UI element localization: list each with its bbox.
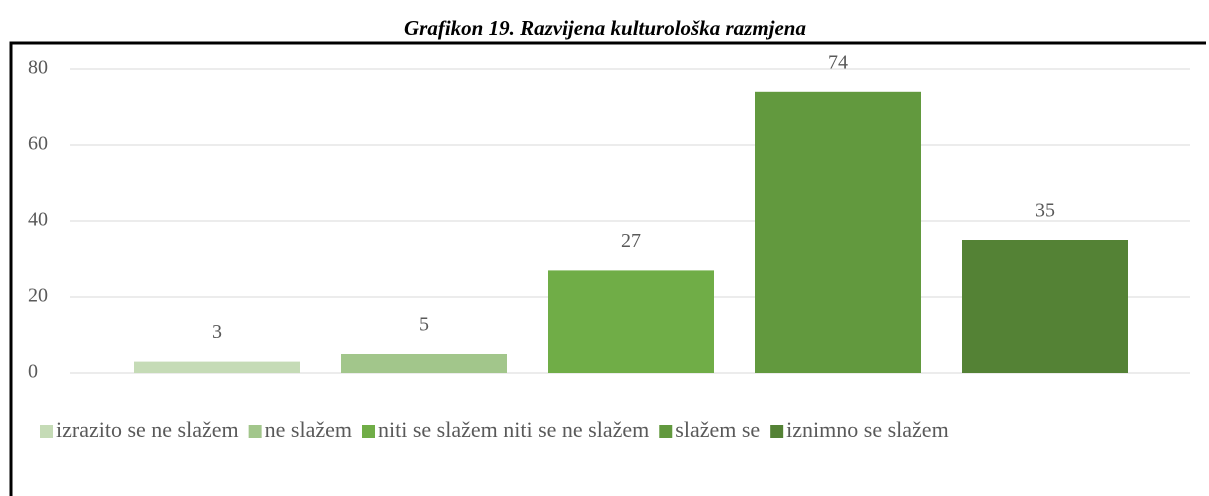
- data-label: 74: [828, 51, 848, 73]
- legend-swatch: [770, 425, 784, 438]
- legend-label: slažem se: [675, 417, 760, 442]
- data-label: 35: [1035, 200, 1055, 222]
- chart-title: Grafikon 19. Razvijena kulturološka razm…: [404, 16, 806, 40]
- bar: [755, 91, 921, 374]
- legend-label: ne slažem: [265, 417, 352, 442]
- bar: [548, 270, 714, 373]
- y-tick-label: 80: [28, 57, 48, 79]
- bar: [962, 240, 1128, 373]
- y-tick-label: 60: [28, 133, 48, 155]
- legend-swatch: [40, 425, 53, 438]
- y-tick-label: 40: [28, 209, 48, 231]
- legend-swatch: [659, 425, 673, 438]
- y-tick-label: 0: [28, 361, 38, 383]
- data-label: 5: [419, 314, 429, 336]
- y-tick-label: 20: [28, 285, 48, 307]
- legend-swatch: [248, 425, 262, 438]
- data-label: 27: [621, 230, 641, 252]
- bar: [134, 361, 300, 373]
- frame: [9, 41, 1206, 496]
- legend-swatch: [362, 425, 375, 438]
- legend-label: izrazito se ne slažem: [56, 417, 239, 442]
- legend-label: niti se slažem niti se ne slažem: [378, 417, 649, 442]
- bar: [341, 354, 507, 373]
- legend-label: iznimno se slažem: [786, 417, 949, 442]
- data-label: 3: [212, 321, 222, 343]
